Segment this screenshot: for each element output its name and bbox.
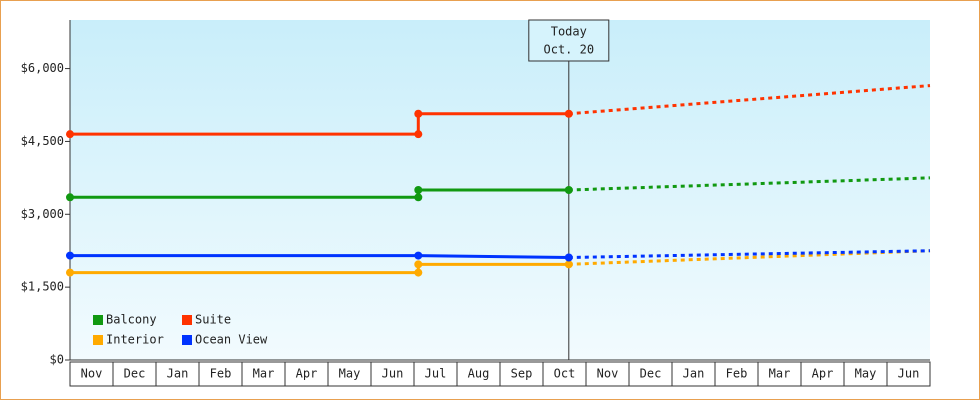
x-tick-label: Mar xyxy=(769,367,791,381)
x-tick-label: Nov xyxy=(597,367,619,381)
x-tick-label: May xyxy=(339,367,361,381)
point xyxy=(414,251,423,260)
x-tick-label: Aug xyxy=(468,367,490,381)
x-tick-label: Jan xyxy=(683,367,705,381)
legend-swatch xyxy=(93,315,103,325)
x-tick-label: Jan xyxy=(167,367,189,381)
point xyxy=(414,186,423,194)
x-tick-label: Dec xyxy=(640,367,662,381)
today-label: Today xyxy=(551,25,587,39)
point xyxy=(564,186,573,194)
point xyxy=(564,253,573,262)
x-tick-label: Apr xyxy=(812,367,834,381)
point xyxy=(414,268,423,277)
series-line xyxy=(70,262,569,275)
x-tick-label: Mar xyxy=(253,367,275,381)
x-tick-cell xyxy=(886,361,931,387)
point xyxy=(414,130,423,139)
point xyxy=(66,251,74,260)
y-tick-label: $4,500 xyxy=(21,134,64,148)
today-label: Oct. 20 xyxy=(544,43,595,57)
legend-label: Ocean View xyxy=(195,333,268,347)
legend-label: Suite xyxy=(195,313,231,327)
point xyxy=(66,268,74,277)
y-tick-label: $6,000 xyxy=(21,61,64,75)
series-line xyxy=(70,112,569,136)
legend-label: Interior xyxy=(106,333,164,347)
point xyxy=(66,130,74,139)
y-tick-label: $1,500 xyxy=(21,280,64,294)
today-box xyxy=(528,19,610,62)
point xyxy=(414,260,423,269)
x-tick-label: Jul xyxy=(425,367,447,381)
x-tick-label: Nov xyxy=(81,367,103,381)
legend-swatch xyxy=(182,335,192,345)
legend-swatch xyxy=(93,335,103,345)
x-tick-label: Feb xyxy=(210,367,232,381)
y-tick-label: $3,000 xyxy=(21,207,64,221)
point xyxy=(564,109,573,118)
point xyxy=(66,193,74,202)
legend-label: Balcony xyxy=(106,313,157,327)
y-tick-label: $0 xyxy=(50,353,64,367)
point xyxy=(564,260,573,269)
x-tick-label: Oct xyxy=(554,367,576,381)
x-tick-label: Jun xyxy=(898,367,920,381)
point xyxy=(414,193,423,202)
x-tick-label: Jun xyxy=(382,367,404,381)
legend-swatch xyxy=(182,315,192,325)
x-tick-label: Sep xyxy=(511,367,533,381)
point xyxy=(414,109,423,118)
x-tick-label: Dec xyxy=(124,367,146,381)
x-tick-label: Feb xyxy=(726,367,748,381)
x-tick-label: May xyxy=(855,367,877,381)
x-tick-label: Apr xyxy=(296,367,318,381)
